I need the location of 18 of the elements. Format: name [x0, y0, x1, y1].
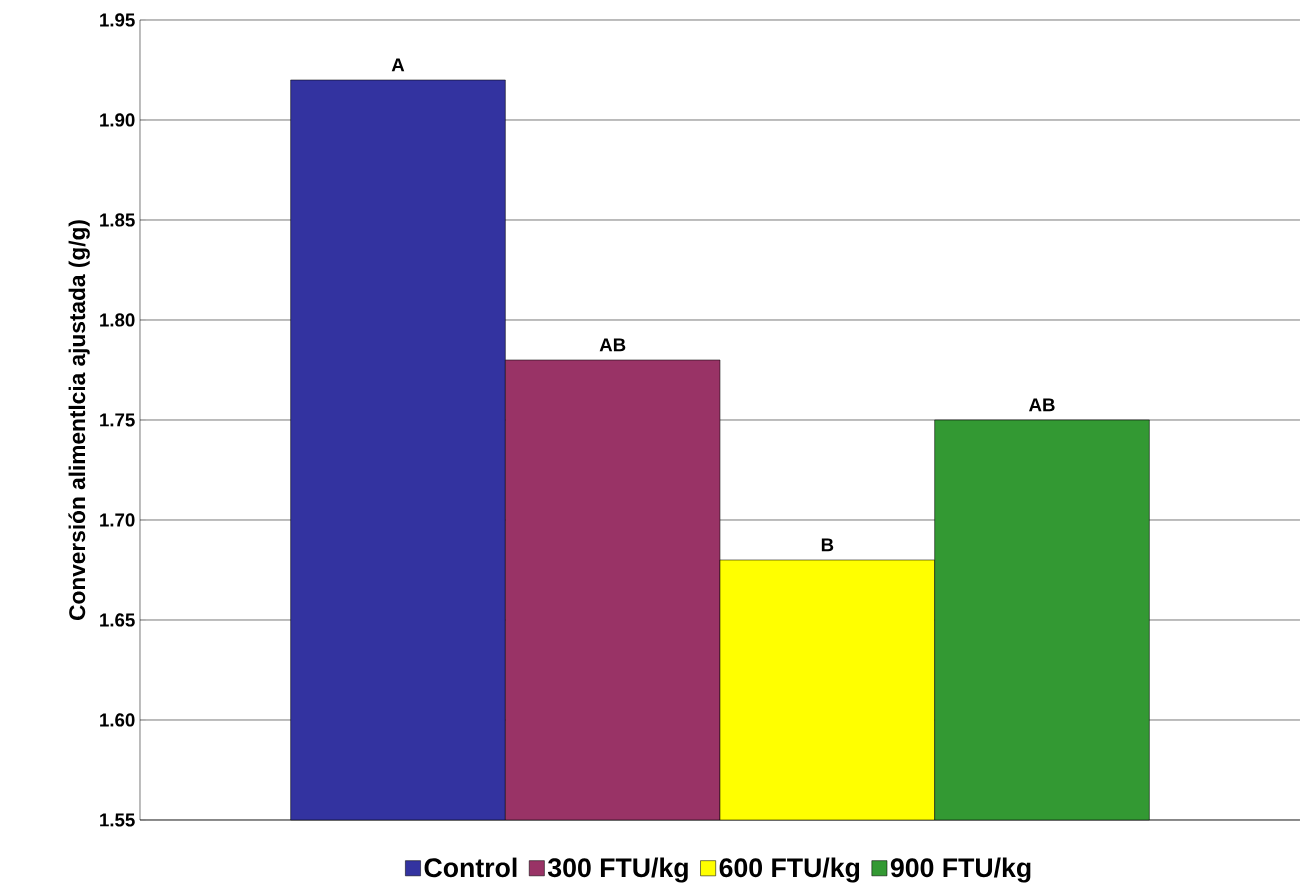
y-tick-label: 1.85 — [100, 213, 135, 227]
y-tick-label: 1.65 — [100, 613, 135, 627]
legend-label: 900 FTU/kg — [890, 857, 1031, 883]
data-label: B — [821, 538, 834, 552]
y-tick-label: 1.95 — [100, 13, 135, 27]
y-tick-label: 1.75 — [100, 413, 135, 427]
data-label: A — [391, 58, 405, 72]
y-tick-label: 1.60 — [100, 713, 135, 727]
data-label: AB — [1028, 398, 1055, 412]
y-tick-label: 1.70 — [100, 513, 135, 527]
legend-label: Control — [424, 857, 517, 878]
y-tick-label: 1.80 — [100, 313, 135, 327]
y-tick-label: 1.90 — [100, 113, 135, 127]
y-axis-title: Conversión alimentlcia ajustada (g/g) — [68, 220, 90, 620]
legend-label: 600 FTU/kg — [719, 857, 860, 883]
y-tick-label: 1.55 — [100, 813, 135, 827]
data-label: AB — [599, 338, 626, 352]
legend-label: 300 FTU/kg — [547, 857, 688, 883]
